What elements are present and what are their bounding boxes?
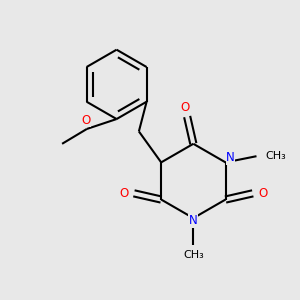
Text: O: O [180, 101, 189, 114]
Text: CH₃: CH₃ [183, 250, 204, 260]
Text: O: O [119, 187, 129, 200]
Text: O: O [81, 114, 90, 127]
Text: O: O [258, 187, 267, 200]
Text: CH₃: CH₃ [265, 151, 286, 161]
Text: N: N [226, 151, 235, 164]
Text: N: N [189, 214, 198, 227]
